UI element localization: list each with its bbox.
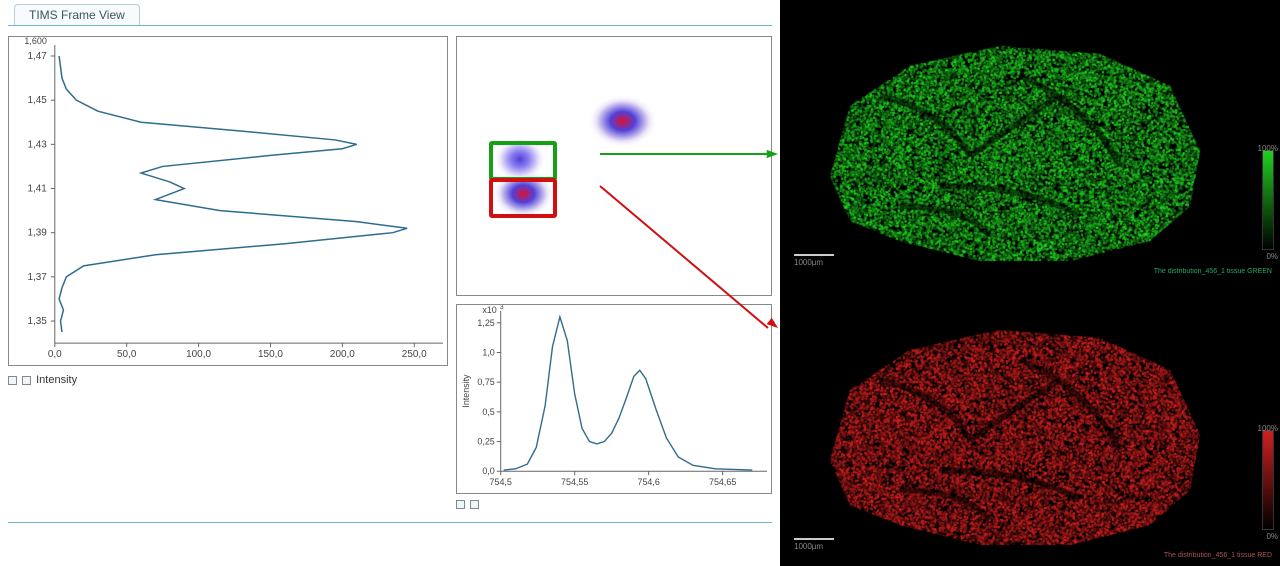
caption-bottom: The distribution_456_1 tissue RED <box>1164 552 1272 559</box>
roi-box-green[interactable] <box>489 141 557 181</box>
caption-top: The distribution_456_1 tissue GREEN <box>1154 268 1272 275</box>
divider-bottom <box>8 522 772 523</box>
svg-text:0,0: 0,0 <box>48 349 62 360</box>
svg-text:0,0: 0,0 <box>482 466 494 476</box>
svg-text:754,6: 754,6 <box>637 477 659 487</box>
ms-legend <box>456 498 481 510</box>
svg-text:0,75: 0,75 <box>477 377 494 387</box>
svg-text:1,45: 1,45 <box>27 95 47 106</box>
svg-text:1,600: 1,600 <box>24 37 46 46</box>
svg-text:1,37: 1,37 <box>27 272 47 283</box>
mobilogram-xlabel: Intensity <box>36 374 77 386</box>
ion-image-panel: 100% 0% 1000µm The distribution_456_1 ti… <box>780 0 1280 566</box>
svg-text:Intensity: Intensity <box>461 374 471 408</box>
svg-text:0,5: 0,5 <box>482 407 494 417</box>
ion-image-red[interactable] <box>790 290 1220 560</box>
svg-text:1,41: 1,41 <box>27 184 47 195</box>
cb-top-max: 100% <box>1258 144 1278 153</box>
svg-text:3: 3 <box>500 305 504 311</box>
mobilogram-legend: Intensity <box>8 374 77 386</box>
svg-text:754,65: 754,65 <box>709 477 736 487</box>
cb-top-min: 0% <box>1266 252 1278 261</box>
svg-text:754,55: 754,55 <box>561 477 588 487</box>
plot-area: 1,35 1,37 1,39 1,41 1,43 1,45 1,47 1,600 0,0 50,0… <box>8 26 772 516</box>
svg-text:100,0: 100,0 <box>186 349 211 360</box>
colorbar-green <box>1262 150 1274 250</box>
svg-text:200,0: 200,0 <box>330 349 355 360</box>
legend-toggle-icon[interactable] <box>8 376 17 385</box>
svg-text:1,0: 1,0 <box>482 347 494 357</box>
colorbar-red <box>1262 430 1274 530</box>
svg-text:150,0: 150,0 <box>258 349 283 360</box>
mass-spectrum-plot[interactable]: 0,0 0,25 0,5 0,75 1,0 1,25 754,5 754,55 754,6 754… <box>456 304 772 494</box>
heatmap-plot[interactable] <box>456 36 772 296</box>
legend-eye-icon[interactable] <box>22 376 31 385</box>
svg-text:250,0: 250,0 <box>402 349 427 360</box>
svg-text:1,35: 1,35 <box>27 316 47 327</box>
svg-text:1,39: 1,39 <box>27 228 47 239</box>
mobilogram-plot[interactable]: 1,35 1,37 1,39 1,41 1,43 1,45 1,47 1,600 0,0 50,0… <box>8 36 448 366</box>
legend-eye-icon[interactable] <box>470 500 479 509</box>
roi-box-red[interactable] <box>489 178 557 218</box>
cb-bot-min: 0% <box>1266 532 1278 541</box>
svg-text:x10: x10 <box>482 305 496 315</box>
scale-bar-bottom: 1000µm <box>794 538 834 560</box>
svg-text:0,25: 0,25 <box>477 437 494 447</box>
tab-tims-frame-view[interactable]: TIMS Frame View <box>14 4 140 25</box>
cb-bot-max: 100% <box>1258 424 1278 433</box>
tims-frame-view-panel: TIMS Frame View 1,35 1,37 1,39 1,41 1,43 1,45… <box>0 0 780 566</box>
svg-text:50,0: 50,0 <box>117 349 137 360</box>
svg-text:1,47: 1,47 <box>27 51 47 62</box>
svg-text:754,5: 754,5 <box>490 477 512 487</box>
svg-text:1,43: 1,43 <box>27 139 47 150</box>
ion-image-green[interactable] <box>790 6 1220 276</box>
svg-text:1,25: 1,25 <box>477 318 494 328</box>
legend-toggle-icon[interactable] <box>456 500 465 509</box>
